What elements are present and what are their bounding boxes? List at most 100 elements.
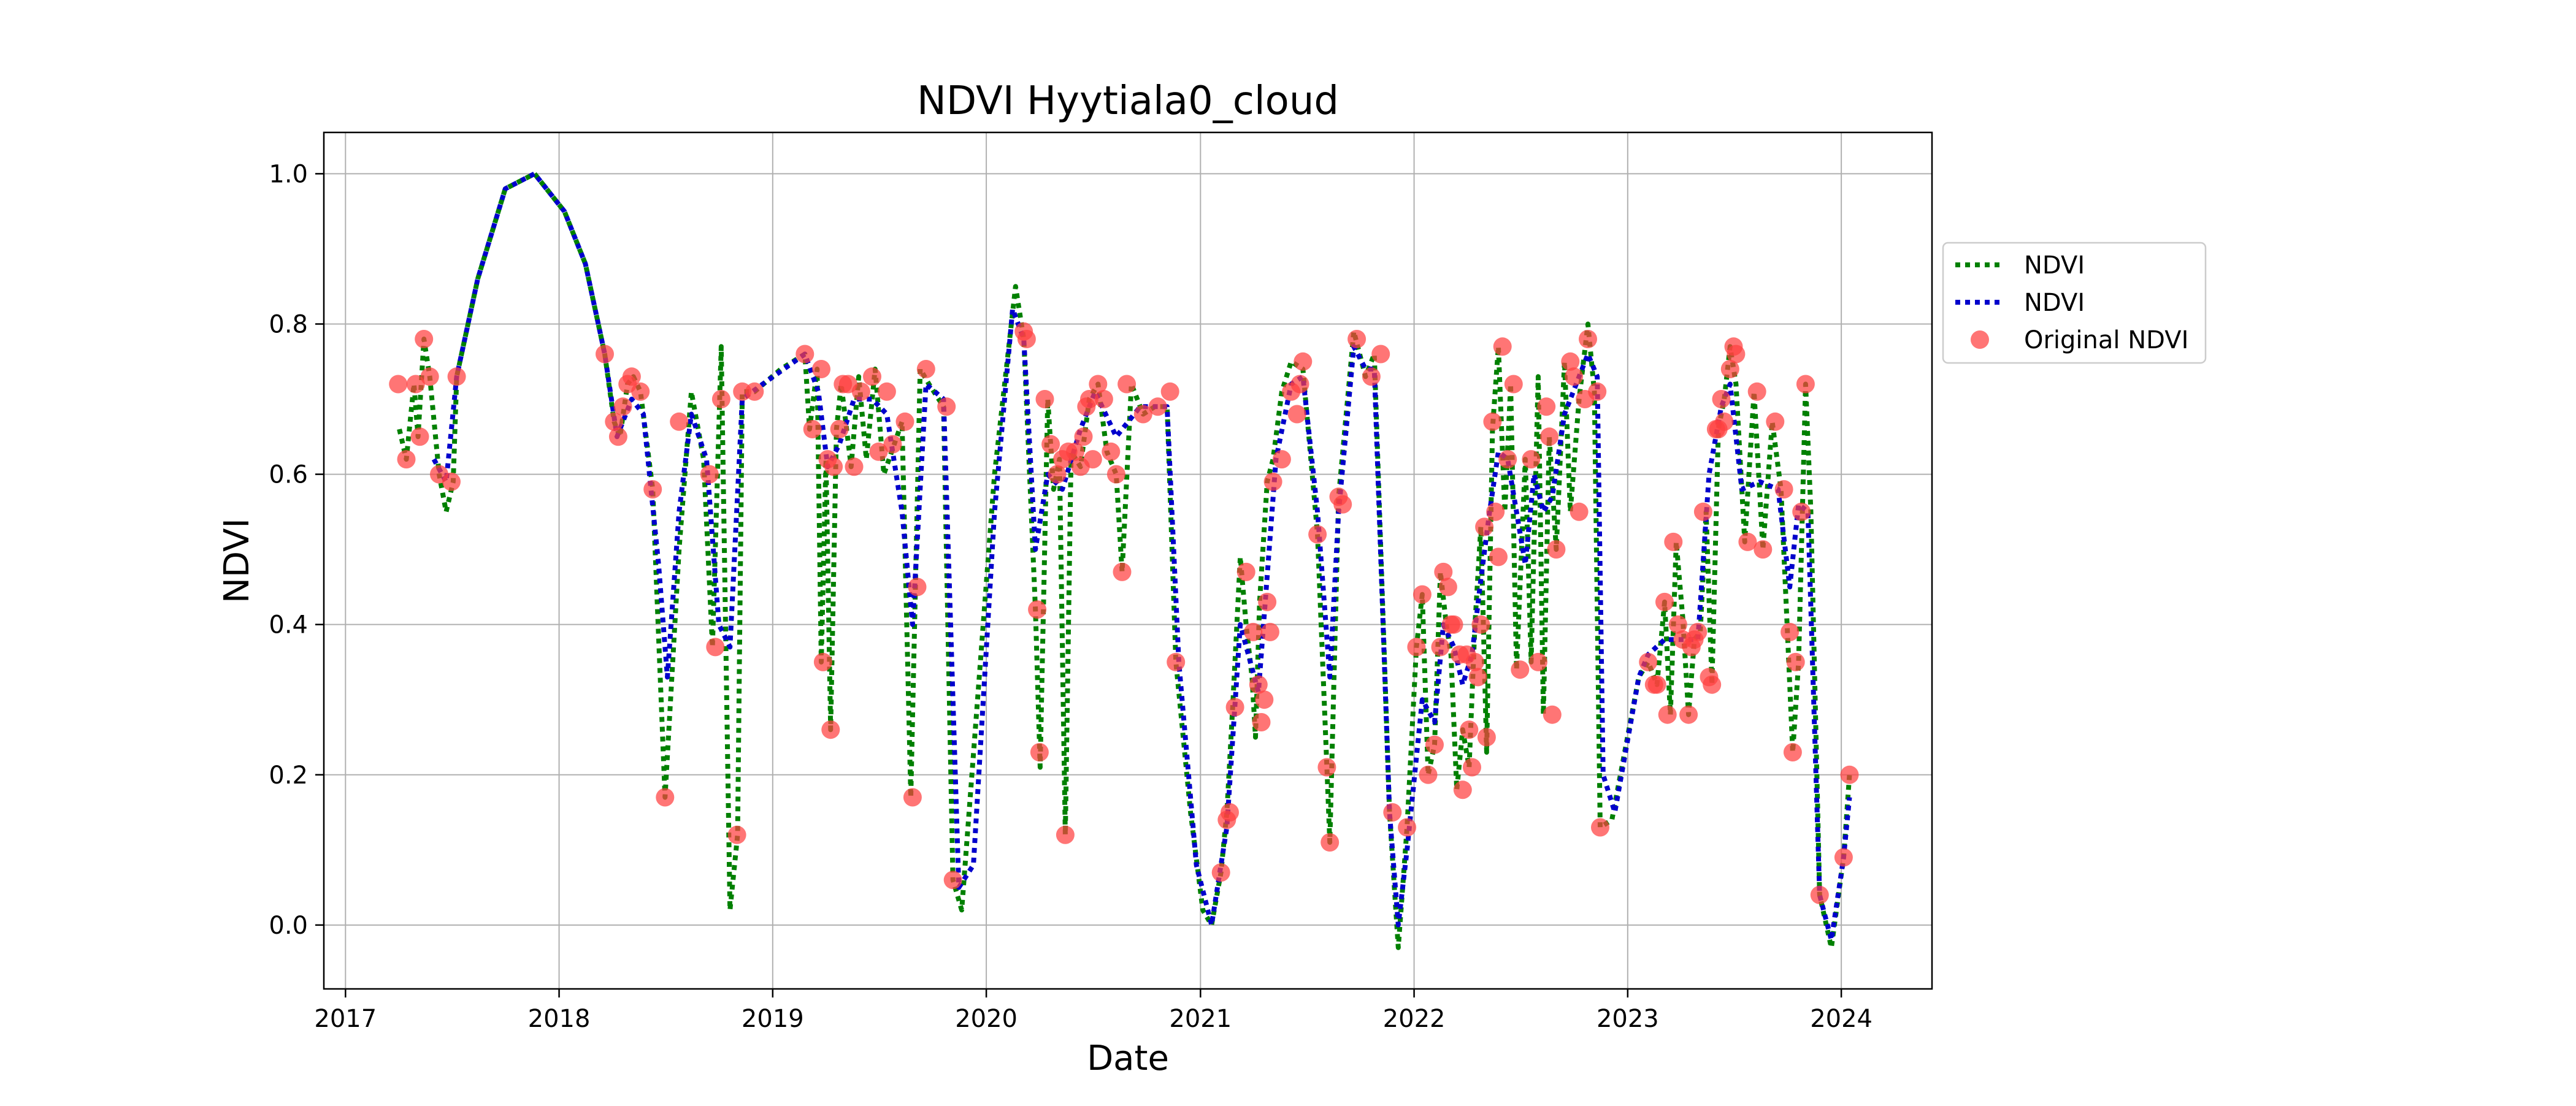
- data-point: [1434, 562, 1453, 581]
- y-tick-label: 0.6: [269, 461, 308, 489]
- legend-label: Original NDVI: [2024, 326, 2188, 354]
- data-point: [1438, 578, 1457, 597]
- data-point: [1102, 442, 1121, 461]
- legend: NDVI NDVI Original NDVI: [1942, 242, 2207, 364]
- data-point: [389, 375, 408, 394]
- legend-frame: [1942, 242, 2207, 364]
- data-point: [1221, 803, 1239, 822]
- legend-entries: NDVI NDVI Original NDVI: [1955, 251, 2188, 354]
- x-tick-label: 2018: [528, 1005, 591, 1033]
- data-point: [1249, 675, 1268, 694]
- y-tick-label: 0.8: [269, 310, 308, 338]
- data-point: [1693, 502, 1712, 521]
- data-point: [1664, 532, 1683, 551]
- data-point: [1655, 592, 1674, 611]
- data-point: [397, 450, 416, 469]
- data-point: [908, 578, 927, 597]
- data-point: [1453, 780, 1472, 799]
- data-point: [727, 825, 746, 844]
- data-point: [845, 457, 864, 476]
- data-point: [410, 427, 429, 446]
- data-point: [447, 367, 466, 386]
- x-axis-label: Date: [1087, 1039, 1169, 1078]
- x-tick-label: 2020: [955, 1005, 1018, 1033]
- data-point: [1460, 720, 1479, 739]
- data-point: [1056, 825, 1075, 844]
- data-point: [631, 382, 650, 401]
- data-point: [608, 427, 627, 446]
- series-original-ndvi-markers: [389, 322, 1859, 904]
- y-tick-label: 0.2: [269, 761, 308, 790]
- data-point: [1431, 638, 1450, 657]
- data-point: [869, 442, 888, 461]
- x-tick-label: 2022: [1383, 1005, 1446, 1033]
- data-point: [1588, 382, 1607, 401]
- data-point: [1475, 517, 1494, 536]
- data-point: [1834, 848, 1853, 867]
- data-point: [1540, 427, 1558, 446]
- data-point: [821, 720, 840, 739]
- data-point: [1035, 390, 1054, 408]
- data-point: [1747, 382, 1766, 401]
- data-point: [1840, 765, 1859, 784]
- data-point: [1463, 758, 1481, 777]
- data-point: [1160, 382, 1179, 401]
- data-point: [1030, 743, 1049, 761]
- x-tick-label: 2024: [1810, 1005, 1873, 1033]
- data-point: [596, 345, 614, 364]
- data-point: [1486, 502, 1505, 521]
- x-tick-label: 2023: [1597, 1005, 1659, 1033]
- data-point: [824, 457, 843, 476]
- data-point: [1425, 735, 1444, 754]
- data-point: [1148, 397, 1167, 416]
- data-point: [745, 382, 764, 401]
- data-point: [1522, 450, 1541, 469]
- data-point: [1362, 367, 1381, 386]
- data-point: [1579, 330, 1597, 348]
- data-point: [1547, 540, 1566, 559]
- data-point: [1080, 390, 1098, 408]
- data-point: [795, 345, 815, 364]
- data-point: [1225, 698, 1244, 717]
- data-point: [1167, 652, 1186, 671]
- data-point: [1668, 615, 1687, 634]
- data-point: [1106, 465, 1125, 484]
- data-point: [1028, 600, 1047, 619]
- data-point: [1561, 352, 1580, 371]
- series-ndvi-green-line: [397, 171, 1852, 950]
- data-point: [613, 397, 632, 416]
- legend-label: NDVI: [2024, 251, 2085, 280]
- data-point: [1504, 375, 1523, 394]
- data-point: [415, 330, 434, 348]
- data-point: [1511, 660, 1530, 679]
- data-point: [1679, 705, 1698, 724]
- data-point: [1258, 592, 1277, 611]
- data-point: [1419, 765, 1438, 784]
- data-point: [420, 367, 439, 386]
- data-point: [1796, 375, 1815, 394]
- data-point: [1591, 818, 1609, 837]
- data-point: [1317, 758, 1336, 777]
- data-point: [1260, 622, 1279, 641]
- data-point: [1720, 360, 1739, 378]
- y-tick-label: 0.4: [269, 611, 308, 639]
- data-point: [1413, 585, 1432, 604]
- data-point: [1738, 532, 1757, 551]
- y-tick-label: 1.0: [269, 160, 308, 188]
- data-point: [1483, 412, 1502, 431]
- data-point: [1570, 502, 1589, 521]
- data-point: [1565, 367, 1584, 386]
- data-point: [643, 480, 662, 499]
- data-point: [1252, 713, 1271, 731]
- data-point: [1066, 442, 1085, 461]
- data-point: [1133, 405, 1152, 424]
- data-point: [895, 412, 914, 431]
- y-axis-label: NDVI: [217, 518, 257, 603]
- data-point: [1321, 833, 1340, 852]
- data-point: [1781, 622, 1800, 641]
- data-point: [1465, 652, 1484, 671]
- y-tick-label: 0.0: [269, 912, 308, 940]
- data-point: [851, 382, 870, 401]
